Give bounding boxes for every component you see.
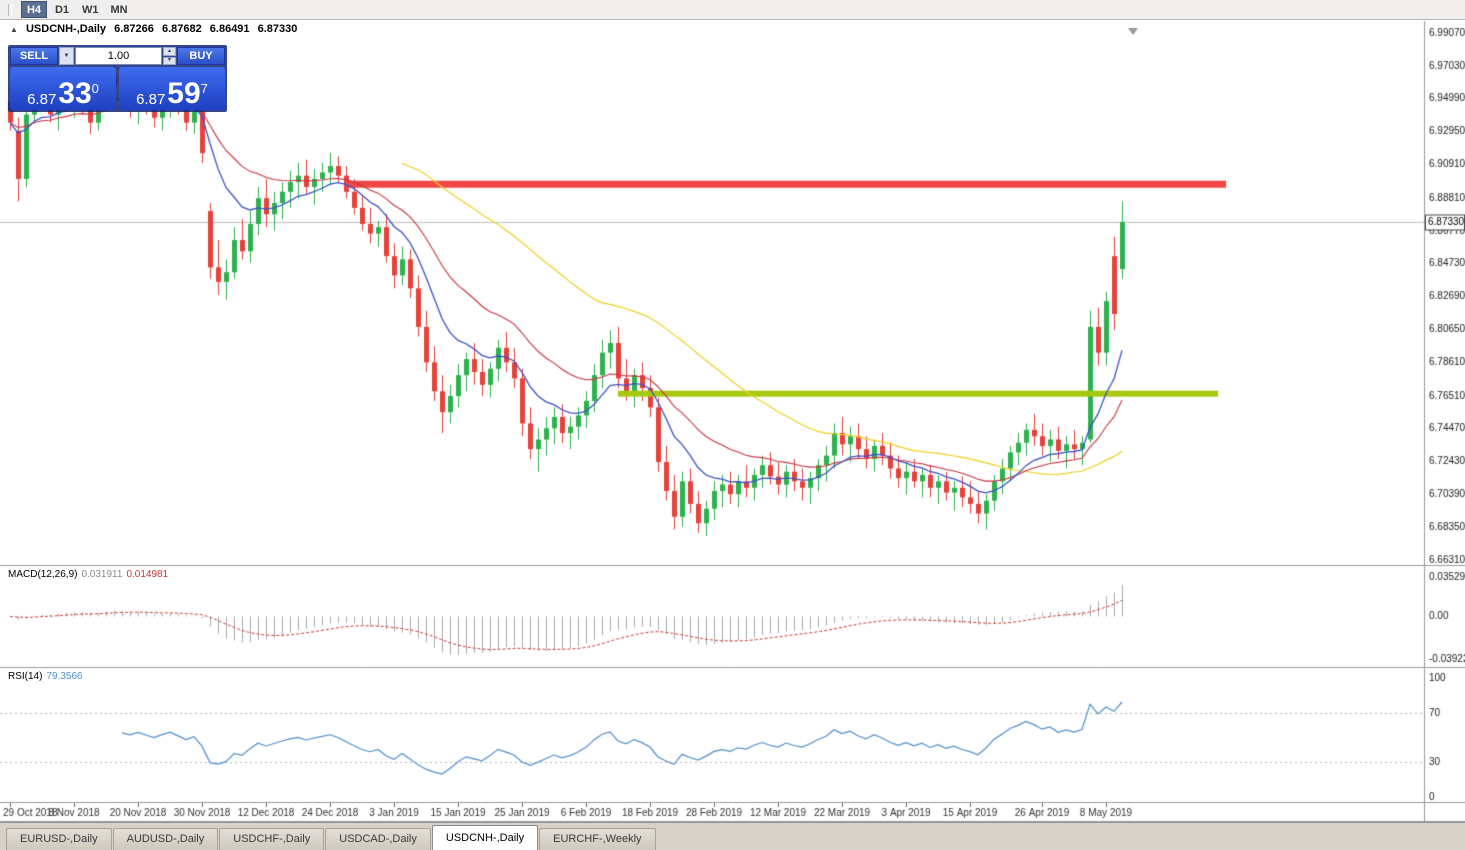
buy-button[interactable]: BUY xyxy=(177,47,225,65)
rsi-name: RSI(14) xyxy=(8,671,43,682)
sell-price-big: 33 xyxy=(58,77,92,110)
tab-usdchf-daily[interactable]: USDCHF-,Daily xyxy=(219,828,325,850)
tab-usdcad-daily[interactable]: USDCAD-,Daily xyxy=(325,828,431,850)
buy-price-box[interactable]: 6.87 59 7 xyxy=(119,67,225,110)
sell-price-box[interactable]: 6.87 33 0 xyxy=(10,67,116,110)
one-click-controls-row: SELL ▼ ▲ ▼ BUY xyxy=(10,47,225,65)
chart-ohlc-header: ▲ USDCNH-,Daily 6.87266 6.87682 6.86491 … xyxy=(10,23,302,35)
collapse-one-click-icon[interactable]: ▲ xyxy=(10,25,18,34)
timeframe-button-mn[interactable]: MN xyxy=(106,1,133,18)
macd-signal-value: 0.014981 xyxy=(126,569,169,580)
sell-price-sup: 0 xyxy=(91,81,99,96)
one-click-price-row: 6.87 33 0 6.87 59 7 xyxy=(10,67,225,110)
timeframe-toolbar: H4 D1 W1 MN xyxy=(0,0,1465,20)
macd-name: MACD(12,26,9) xyxy=(8,569,78,580)
ohlc-high: 6.87682 xyxy=(161,23,202,35)
chart-symbol: USDCNH-,Daily xyxy=(25,23,107,35)
tab-eurusd-daily[interactable]: EURUSD-,Daily xyxy=(6,828,112,850)
tab-audusd-daily[interactable]: AUDUSD-,Daily xyxy=(112,828,219,850)
volume-input[interactable] xyxy=(75,47,162,65)
volume-dropdown-button[interactable]: ▼ xyxy=(59,47,74,65)
buy-price-sup: 7 xyxy=(200,81,208,96)
toolbar-grip xyxy=(8,3,12,16)
volume-stepper: ▲ ▼ xyxy=(163,47,176,65)
volume-up-button[interactable]: ▲ xyxy=(163,47,176,56)
buy-price-prefix: 6.87 xyxy=(136,91,166,108)
tab-usdcnh-daily[interactable]: USDCNH-,Daily xyxy=(431,825,539,850)
ohlc-close: 6.87330 xyxy=(257,23,298,35)
sell-price-prefix: 6.87 xyxy=(27,91,57,108)
macd-main-value: 0.031911 xyxy=(81,569,123,580)
chart-tab-bar: EURUSD-,Daily AUDUSD-,Daily USDCHF-,Daily U… xyxy=(0,822,1465,850)
timeframe-button-h4[interactable]: H4 xyxy=(21,1,47,18)
buy-price-big: 59 xyxy=(167,77,201,110)
ohlc-open: 6.87266 xyxy=(114,23,154,35)
timeframe-button-d1[interactable]: D1 xyxy=(49,1,75,18)
chevron-down-icon: ▼ xyxy=(63,53,70,59)
rsi-value: 79.3566 xyxy=(46,671,83,682)
timeframe-button-w1[interactable]: W1 xyxy=(77,1,104,18)
tab-eurchf-weekly[interactable]: EURCHF-,Weekly xyxy=(539,828,656,850)
sell-button[interactable]: SELL xyxy=(10,47,58,65)
rsi-indicator-label: RSI(14) 79.3566 xyxy=(8,671,87,682)
ohlc-low: 6.86491 xyxy=(209,23,250,35)
macd-indicator-label: MACD(12,26,9) 0.031911 0.014981 xyxy=(8,569,172,580)
volume-down-button[interactable]: ▼ xyxy=(163,56,176,65)
